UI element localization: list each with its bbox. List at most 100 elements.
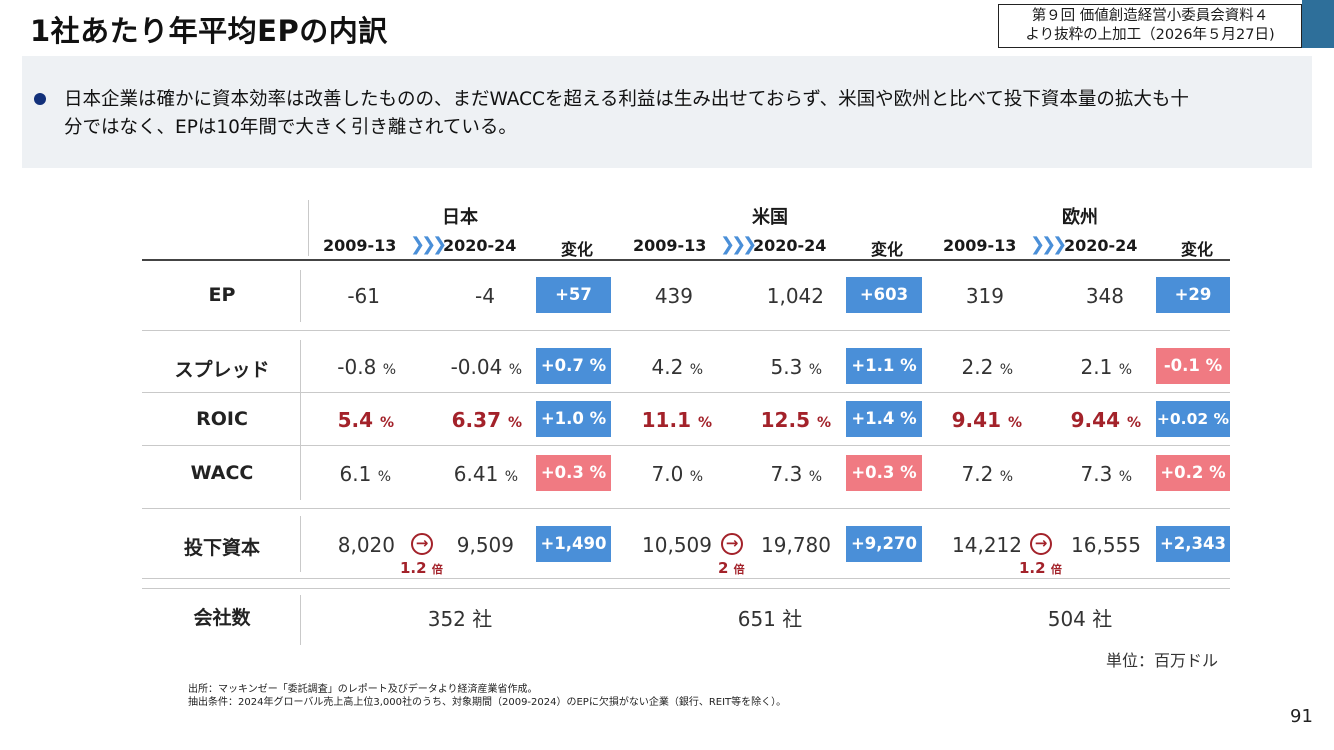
capital-japan-multiple: 1.2 倍 bbox=[400, 559, 443, 577]
period-to-usa: 2020-24 bbox=[753, 236, 827, 255]
region-japan: 日本 bbox=[442, 207, 478, 228]
row-rule-spread bbox=[142, 392, 1230, 393]
wacc-europe-change: +0.2 % bbox=[1156, 455, 1230, 491]
row-label-spread: スプレッド bbox=[174, 359, 270, 381]
arrow-right-circle-icon: → bbox=[721, 533, 743, 555]
period-from-usa: 2009-13 bbox=[633, 236, 707, 255]
wacc-japan-change: +0.3 % bbox=[536, 455, 611, 491]
change-header-europe: 変化 bbox=[1181, 240, 1214, 259]
capital-usa-from: 10,509 bbox=[642, 533, 712, 557]
unit-note: 単位：百万ドル bbox=[1106, 651, 1219, 670]
companies-japan: 352 社 bbox=[427, 607, 493, 631]
region-europe: 欧州 bbox=[1062, 207, 1098, 228]
wacc-japan-from: 6.1 % bbox=[339, 462, 391, 486]
row-rule-roic bbox=[142, 445, 1230, 446]
spread-japan-to: -0.04 % bbox=[450, 355, 522, 379]
roic-japan-from: 5.4 % bbox=[337, 408, 394, 432]
label-divider-3 bbox=[300, 516, 301, 572]
spread-usa-from: 4.2 % bbox=[651, 355, 703, 379]
bullet-icon bbox=[34, 93, 46, 105]
ep-europe-to: 348 bbox=[1085, 284, 1124, 308]
wacc-europe-from: 7.2 % bbox=[961, 462, 1013, 486]
spread-usa-to: 5.3 % bbox=[770, 355, 822, 379]
spread-japan-change: +0.7 % bbox=[536, 348, 611, 384]
chevron-right-icon: ❯❯❯ bbox=[1030, 234, 1067, 255]
wacc-japan-to: 6.41 % bbox=[453, 462, 518, 486]
roic-usa-to: 12.5 % bbox=[760, 408, 831, 432]
summary-panel bbox=[22, 56, 1312, 168]
header-rule bbox=[142, 259, 1230, 261]
page-title: 1社あたり年平均EPの内訳 bbox=[30, 14, 388, 48]
summary-text: 日本企業は確かに資本効率は改善したものの、まだWACCを超える利益は生み出せてお… bbox=[64, 86, 1290, 142]
row-rule-companies bbox=[142, 588, 1230, 589]
capital-usa-to: 19,780 bbox=[761, 533, 831, 557]
ep-japan-to: -4 bbox=[475, 284, 495, 308]
region-usa: 米国 bbox=[752, 207, 788, 228]
wacc-usa-from: 7.0 % bbox=[651, 462, 703, 486]
capital-usa-multiple: 2 倍 bbox=[718, 559, 745, 577]
capital-usa-change: +9,270 bbox=[846, 526, 922, 562]
row-rule-wacc bbox=[142, 508, 1230, 509]
label-divider-2 bbox=[300, 340, 301, 500]
page-number: 91 bbox=[1290, 706, 1313, 727]
period-to-europe: 2020-24 bbox=[1064, 236, 1138, 255]
roic-japan-change: +1.0 % bbox=[536, 401, 611, 437]
capital-europe-to: 16,555 bbox=[1071, 533, 1141, 557]
change-header-usa: 変化 bbox=[871, 240, 904, 259]
spread-japan-from: -0.8 % bbox=[337, 355, 396, 379]
row-label-capital: 投下資本 bbox=[183, 537, 260, 559]
capital-europe-from: 14,212 bbox=[952, 533, 1022, 557]
footnote-criteria: 抽出条件：2024年グローバル売上高上位3,000社のうち、対象期間（2009-… bbox=[188, 697, 787, 708]
wacc-usa-change: +0.3 % bbox=[846, 455, 922, 491]
capital-europe-change: +2,343 bbox=[1156, 526, 1230, 562]
capital-japan-from: 8,020 bbox=[337, 533, 395, 557]
row-label-roic: ROIC bbox=[196, 408, 248, 430]
companies-usa: 651 社 bbox=[737, 607, 803, 631]
period-from-japan: 2009-13 bbox=[323, 236, 397, 255]
source-line-1: 第９回 価値創造経営小委員会資料４ bbox=[1031, 8, 1269, 24]
row-label-wacc: WACC bbox=[190, 462, 254, 484]
period-to-japan: 2020-24 bbox=[443, 236, 517, 255]
row-rule-capital bbox=[142, 578, 1230, 579]
footnote-source: 出所：マッキンゼー「委託調査」のレポート及びデータより経済産業省作成。 bbox=[188, 684, 538, 695]
row-label-ep: EP bbox=[208, 284, 236, 306]
companies-europe: 504 社 bbox=[1047, 607, 1113, 631]
label-divider-1 bbox=[300, 270, 301, 322]
footnotes: 出所：マッキンゼー「委託調査」のレポート及びデータより経済産業省作成。 抽出条件… bbox=[188, 683, 786, 709]
capital-japan-to: 9,509 bbox=[456, 533, 514, 557]
ep-europe-change: +29 bbox=[1156, 277, 1230, 313]
ep-usa-to: 1,042 bbox=[766, 284, 824, 308]
ep-europe-from: 319 bbox=[965, 284, 1004, 308]
wacc-europe-to: 7.3 % bbox=[1080, 462, 1132, 486]
roic-europe-to: 9.44 % bbox=[1070, 408, 1141, 432]
ep-usa-from: 439 bbox=[654, 284, 693, 308]
summary-line-2: 分ではなく、EPは10年間で大きく引き離されている。 bbox=[64, 117, 517, 138]
roic-usa-change: +1.4 % bbox=[846, 401, 922, 437]
spread-europe-change: -0.1 % bbox=[1156, 348, 1230, 384]
roic-europe-change: +0.02 % bbox=[1156, 401, 1230, 437]
period-from-europe: 2009-13 bbox=[943, 236, 1017, 255]
arrow-right-circle-icon: → bbox=[411, 533, 433, 555]
corner-accent bbox=[1302, 0, 1334, 48]
source-box: 第９回 価値創造経営小委員会資料４ より抜粋の上加工（2026年５月27日) bbox=[998, 4, 1302, 48]
summary-line-1: 日本企業は確かに資本効率は改善したものの、まだWACCを超える利益は生み出せてお… bbox=[64, 89, 1189, 110]
spread-usa-change: +1.1 % bbox=[846, 348, 922, 384]
label-divider-4 bbox=[300, 595, 301, 645]
capital-japan-change: +1,490 bbox=[536, 526, 611, 562]
header-divider bbox=[308, 200, 309, 256]
source-line-2: より抜粋の上加工（2026年５月27日) bbox=[1025, 27, 1275, 43]
ep-usa-change: +603 bbox=[846, 277, 922, 313]
row-rule-ep bbox=[142, 330, 1230, 331]
chevron-right-icon: ❯❯❯ bbox=[410, 234, 447, 255]
arrow-right-circle-icon: → bbox=[1030, 533, 1052, 555]
spread-europe-to: 2.1 % bbox=[1080, 355, 1132, 379]
spread-europe-from: 2.2 % bbox=[961, 355, 1013, 379]
change-header-japan: 変化 bbox=[561, 240, 594, 259]
roic-europe-from: 9.41 % bbox=[951, 408, 1022, 432]
wacc-usa-to: 7.3 % bbox=[770, 462, 822, 486]
roic-usa-from: 11.1 % bbox=[641, 408, 712, 432]
ep-japan-change: +57 bbox=[536, 277, 611, 313]
chevron-right-icon: ❯❯❯ bbox=[720, 234, 757, 255]
roic-japan-to: 6.37 % bbox=[451, 408, 522, 432]
row-label-companies: 会社数 bbox=[193, 607, 251, 629]
